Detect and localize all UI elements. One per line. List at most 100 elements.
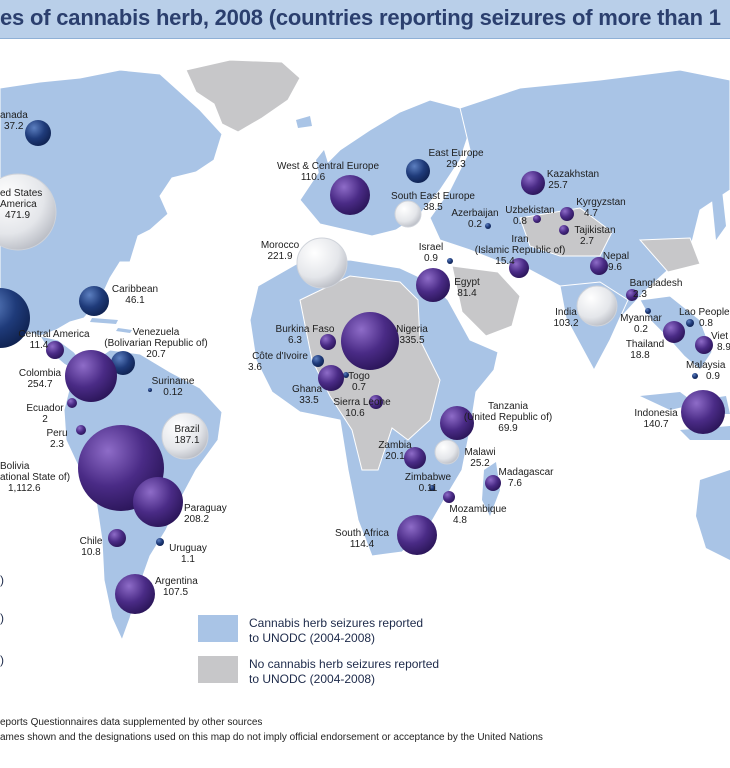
label-lao: Lao People's0.8: [679, 307, 730, 329]
label-israel: Israel 0.9: [418, 242, 444, 264]
map-title: es of cannabis herb, 2008 (countries rep…: [0, 5, 721, 30]
bubble-azerbaijan: [485, 223, 491, 229]
land-arabia-noreport: [451, 265, 521, 337]
legend-reporting-text: Cannabis herb seizures reported to UNODC…: [249, 616, 424, 645]
bubble-zambia: [404, 447, 426, 469]
label-zimbabwe: Zimbabwe 0.11: [404, 472, 452, 494]
title-bar: es of cannabis herb, 2008 (countries rep…: [0, 0, 730, 39]
label-iran: Iran (Islamic Republic of) 15.4: [474, 234, 566, 267]
bubble-tanzania: [440, 406, 474, 440]
bubble-argentina: [115, 574, 155, 614]
label-west-central-europe: West & Central Europe 110.6: [276, 161, 380, 183]
label-egypt: Egypt 81.4: [454, 277, 480, 299]
label-india: India 103.2: [553, 307, 579, 329]
size-key-mark-1: ): [0, 573, 4, 587]
land-uk: [296, 116, 330, 178]
label-morocco: Morocco 221.9: [260, 240, 300, 262]
bubble-zimbabwe: [429, 485, 435, 491]
bubble-nigeria: [341, 312, 399, 370]
label-uruguay: Uruguay 1.1: [169, 543, 207, 565]
label-nepal: Nepal 9.6: [602, 251, 630, 273]
bubble-us-east: [0, 288, 30, 348]
label-malawi: Malawi 25.2: [464, 447, 496, 469]
bubble-burkina-faso: [320, 334, 336, 350]
bubble-suriname: [148, 388, 152, 392]
label-paraguay: Paraguay 208.2: [184, 503, 227, 525]
label-colombia: Colombia 254.7: [18, 368, 62, 390]
bubble-madagascar: [485, 475, 501, 491]
bubble-canada: [25, 120, 51, 146]
bubble-colombia: [65, 350, 117, 402]
footer-disclaimer: ames shown and the designations used on …: [0, 732, 543, 743]
land-africa-noreport: [299, 275, 441, 471]
landmasses: [0, 59, 730, 642]
bubble-paraguay: [133, 477, 183, 527]
size-key-mark-3: ): [0, 653, 4, 667]
bubble-tajikistan: [559, 225, 569, 235]
bubble-south-east-europe: [394, 200, 422, 228]
bubble-sierra-leone: [369, 395, 383, 409]
bubble-united-states: [0, 173, 57, 251]
bubble-malaysia: [692, 373, 698, 379]
bubble-ecuador: [67, 398, 77, 408]
label-uzbekistan: Uzbekistan 0.8: [505, 205, 555, 227]
bubble-israel: [447, 258, 453, 264]
world-map: [0, 59, 730, 683]
label-tanzania: Tanzania (United Republic of) 69.9: [463, 401, 553, 434]
bubble-india: [576, 285, 618, 327]
label-kyrgyzstan: Kyrgyzstan 4.7: [576, 197, 626, 219]
label-burkina-faso: Burkina Faso 6.3: [275, 324, 335, 346]
label-mozambique: Mozambique 4.8: [449, 504, 507, 526]
legend-no-reporting-text: No cannabis herb seizures reported to UN…: [249, 657, 440, 686]
bubble-central-america: [46, 341, 64, 359]
bubble-peru: [76, 425, 86, 435]
label-sierra-leone: Sierra Leone 10.6: [333, 397, 391, 419]
bubble-togo: [343, 372, 349, 378]
label-central-america: Central America 11.4: [18, 329, 90, 351]
land-caribbean: [90, 318, 132, 333]
label-south-east-europe: South East Europe 38.5: [391, 191, 475, 213]
label-chile: Chile 10.8: [79, 536, 103, 558]
label-malaysia: Malaysia 0.9: [686, 360, 726, 382]
bubble-south-africa: [397, 515, 437, 555]
size-key-mark-2: ): [0, 611, 4, 625]
bubble-ghana: [318, 365, 344, 391]
bubble-viet-nam: [695, 336, 713, 354]
label-zambia: Zambia 20.1: [378, 440, 412, 462]
label-indonesia: Indonesia 140.7: [634, 408, 678, 430]
bubble-caribbean: [79, 286, 109, 316]
label-south-africa: South Africa 114.4: [335, 528, 389, 550]
bubble-west-central-europe: [330, 175, 370, 215]
label-east-europe: East Europe 29.3: [428, 148, 484, 170]
bubble-thailand: [663, 321, 685, 343]
bubble-myanmar: [645, 308, 651, 314]
label-tajikistan: Tajikistan 2.7: [574, 225, 616, 247]
label-viet-nam: Viet 8.9: [711, 331, 730, 353]
label-bolivia: Bolivia ational State of) 1,112.6: [0, 461, 71, 494]
bubble-cote-divoire: [312, 355, 324, 367]
label-madagascar: Madagascar 7.6: [498, 467, 554, 489]
label-cote-divoire: Côte d'Ivoire 3.6: [248, 351, 308, 373]
land-greenland: [185, 59, 301, 133]
label-bangladesh: Bangladesh 2.3: [629, 278, 683, 300]
label-canada: anada 37.2: [0, 110, 28, 132]
label-united-states: ed States America 471.9: [0, 188, 43, 221]
label-togo: Togo 0.7: [348, 371, 370, 393]
bubble-chile: [108, 529, 126, 547]
bubble-east-europe: [406, 159, 430, 183]
bubble-iran: [509, 258, 529, 278]
bubble-morocco: [296, 237, 348, 289]
label-caribbean: Caribbean 46.1: [111, 284, 159, 306]
bubble-uzbekistan: [533, 215, 541, 223]
legend-swatch-no-reporting: [198, 656, 238, 683]
bubble-nepal: [590, 257, 608, 275]
label-peru: Peru 2.3: [46, 428, 68, 450]
label-brazil: Brazil 187.1: [174, 424, 200, 446]
land-australia: [696, 470, 730, 560]
bubble-kyrgyzstan: [560, 207, 574, 221]
label-nigeria: Nigeria 335.5: [396, 324, 428, 346]
footer-source: eports Questionnaires data supplemented …: [0, 717, 263, 728]
bubble-venezuela: [111, 351, 135, 375]
bubble-kazakhstan: [521, 171, 545, 195]
